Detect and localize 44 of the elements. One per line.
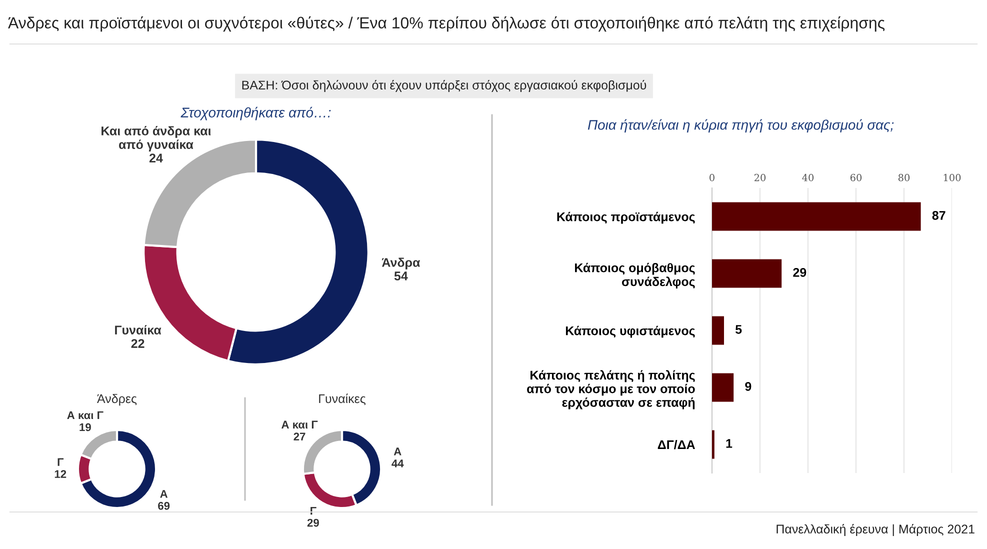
- slice-label: Α και Γ: [67, 411, 104, 420]
- chart-title: Στοχοποιηθήκατε από…:: [180, 106, 331, 120]
- slice-label: Άνδρα: [382, 258, 420, 270]
- bar: [712, 259, 782, 288]
- x-tick-label: 100: [944, 174, 961, 182]
- data-label: 69: [158, 502, 170, 510]
- slice-label: Α: [394, 448, 402, 456]
- x-tick-label: 0: [710, 174, 714, 182]
- y-tick-label: Κάποιος προϊστάμενος: [557, 212, 695, 224]
- data-label: 24: [149, 154, 163, 162]
- data-label: 1: [726, 439, 732, 448]
- slice-label: Α και Γ: [282, 420, 318, 429]
- bar: [712, 373, 734, 402]
- chart-title: Ποια ήταν/είναι η κύρια πηγή του εκφοβισμού σας;: [588, 119, 894, 133]
- text: Πανελλαδική έρευνα | Μάρτιος 2021: [776, 524, 974, 536]
- data-label: 29: [307, 518, 319, 527]
- x-tick-label: 20: [754, 174, 766, 182]
- y-tick-label: Κάποιος υφιστάμενος: [566, 326, 695, 338]
- chart-title: Άνδρες: [97, 394, 137, 406]
- slice-label: Γυναίκα: [115, 325, 162, 334]
- data-label: 9: [745, 382, 752, 391]
- data-label: 54: [394, 272, 408, 280]
- bar: [712, 316, 724, 345]
- bar: [712, 202, 921, 231]
- y-tick-label: Κάποιος πελάτης ή πολίτης από τον κόσμο με τον οποίο ερχόσασταν σε επαφή: [527, 370, 695, 410]
- data-label: 22: [131, 339, 144, 348]
- slice-label: Α: [160, 490, 168, 498]
- x-tick-label: 80: [898, 174, 910, 182]
- chart-title: Γυναίκες: [319, 394, 366, 406]
- y-tick-label: ΔΓ/ΔΑ: [658, 440, 696, 450]
- text: Άνδρες και προϊστάμενοι οι συχνότεροι «θύτες» / Ένα 10% περίπου δήλωσε ότι στοχοποιήθηκε από πελάτη της επιχείρησης: [8, 16, 885, 32]
- data-label: 87: [932, 211, 946, 220]
- data-label: 12: [54, 470, 66, 478]
- data-label: 44: [392, 460, 404, 468]
- slice-label: Γ: [58, 458, 64, 466]
- data-label: 19: [80, 423, 91, 432]
- slice-label: Και από άνδρα και από γυναίκα: [102, 126, 211, 152]
- data-label: 27: [294, 432, 306, 440]
- x-tick-label: 40: [802, 174, 814, 182]
- text: ΒΑΣΗ: Όσοι δηλώνουν ότι έχουν υπάρξει στόχος εργασιακού εκφοβισμού: [242, 80, 646, 92]
- data-label: 29: [793, 268, 806, 277]
- data-label: 5: [735, 325, 742, 334]
- y-tick-label: Κάποιος ομόβαθμος συνάδελφος: [575, 262, 695, 289]
- x-tick-label: 60: [850, 174, 862, 182]
